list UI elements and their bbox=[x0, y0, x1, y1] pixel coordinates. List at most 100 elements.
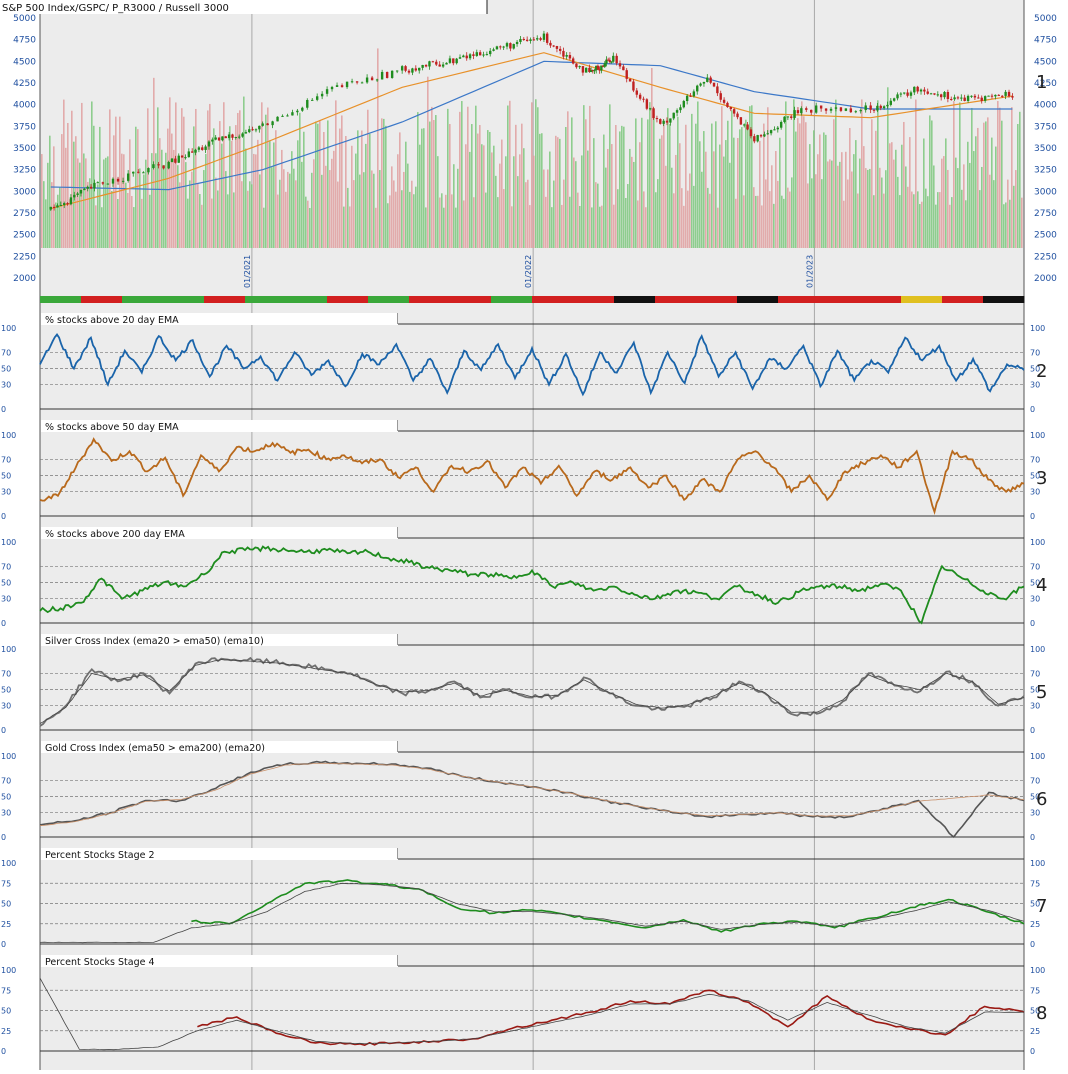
volume-bar bbox=[927, 196, 929, 248]
volume-bar bbox=[703, 131, 705, 248]
volume-bar bbox=[729, 162, 731, 248]
y-tick-label-left: 3500 bbox=[13, 144, 36, 154]
candle-body bbox=[224, 136, 227, 139]
volume-bar bbox=[733, 137, 735, 248]
y-tick-label-right: 5000 bbox=[1034, 14, 1057, 24]
y-tick-label-left: 70 bbox=[1, 455, 11, 464]
volume-bar bbox=[783, 198, 785, 248]
volume-bar bbox=[695, 123, 697, 248]
volume-bar bbox=[857, 193, 859, 248]
volume-bar bbox=[513, 156, 515, 248]
candle-body bbox=[142, 172, 145, 174]
y-tick-label-right: 50 bbox=[1030, 365, 1040, 374]
volume-bar bbox=[843, 200, 845, 248]
y-tick-label-right: 50 bbox=[1030, 579, 1040, 588]
main-title-box bbox=[0, 0, 487, 14]
volume-bar bbox=[607, 148, 609, 248]
volume-bar bbox=[355, 153, 357, 248]
volume-bar bbox=[307, 200, 309, 248]
candle-body bbox=[886, 104, 889, 107]
volume-bar bbox=[69, 199, 71, 248]
panel-title-bg bbox=[41, 741, 397, 753]
volume-bar bbox=[201, 204, 203, 248]
candle-body bbox=[983, 96, 987, 101]
volume-bar bbox=[253, 153, 255, 248]
candle-body bbox=[296, 110, 299, 113]
signal-strip-segment bbox=[573, 296, 615, 303]
volume-bar bbox=[871, 119, 873, 248]
volume-bar bbox=[411, 180, 413, 248]
volume-bar bbox=[357, 130, 359, 248]
volume-bar bbox=[565, 126, 567, 248]
volume-bar bbox=[453, 164, 455, 248]
panel-title: Percent Stocks Stage 2 bbox=[45, 850, 155, 861]
volume-bar bbox=[727, 120, 729, 248]
candle-body bbox=[79, 189, 83, 194]
y-tick-label-right: 30 bbox=[1030, 381, 1040, 390]
y-tick-label-left: 70 bbox=[1, 776, 11, 785]
volume-bar bbox=[973, 151, 975, 248]
volume-bar bbox=[739, 129, 741, 248]
candle-body bbox=[800, 108, 803, 114]
volume-bar bbox=[633, 161, 635, 248]
candle-body bbox=[756, 135, 759, 142]
volume-bar bbox=[547, 169, 549, 248]
volume-bar bbox=[169, 97, 171, 248]
y-tick-label-left: 25 bbox=[1, 920, 11, 929]
volume-bar bbox=[987, 117, 989, 248]
candle-body bbox=[355, 81, 359, 83]
volume-bar bbox=[705, 151, 707, 248]
indicator-panel: 0 0 30 30 50 50 70 70 100 100 % stocks above 50 da… bbox=[1, 420, 1047, 521]
candle-body bbox=[685, 95, 689, 102]
volume-bar bbox=[639, 142, 641, 248]
candle-body bbox=[539, 38, 542, 40]
candle-body bbox=[380, 71, 384, 80]
volume-bar bbox=[789, 191, 791, 248]
candle-body bbox=[301, 107, 304, 111]
volume-bar bbox=[313, 159, 315, 248]
candle-body bbox=[465, 55, 468, 59]
volume-bar bbox=[669, 124, 671, 248]
y-tick-label-left: 100 bbox=[1, 324, 16, 333]
volume-bar bbox=[157, 107, 159, 249]
candle-body bbox=[147, 168, 150, 173]
volume-bar bbox=[383, 118, 385, 249]
candle-body bbox=[689, 95, 692, 97]
y-tick-label-left: 0 bbox=[1, 512, 6, 521]
volume-bar bbox=[301, 161, 303, 248]
volume-bar bbox=[799, 123, 801, 248]
y-tick-label-left: 70 bbox=[1, 348, 11, 357]
volume-bar bbox=[45, 199, 47, 248]
signal-strip-segment bbox=[532, 296, 574, 303]
volume-bar bbox=[683, 205, 685, 248]
volume-bar bbox=[273, 142, 275, 248]
volume-bar bbox=[479, 125, 481, 248]
volume-bar bbox=[747, 125, 749, 248]
volume-bar bbox=[579, 205, 581, 248]
y-tick-label-left: 30 bbox=[1, 809, 11, 818]
volume-bar bbox=[697, 101, 699, 248]
moving-average-long bbox=[50, 60, 1013, 191]
volume-bar bbox=[975, 136, 977, 248]
indicator-panel: 0 0 25 25 50 50 75 75 100 100 Percent Stocks Stage… bbox=[1, 955, 1047, 1056]
candle-body bbox=[411, 68, 414, 73]
volume-bar bbox=[509, 100, 511, 248]
candle-body bbox=[512, 44, 515, 49]
volume-bar bbox=[931, 120, 933, 248]
volume-bar bbox=[109, 109, 111, 248]
volume-bar bbox=[409, 191, 411, 248]
volume-bar bbox=[653, 113, 655, 248]
signal-strip-segment bbox=[901, 296, 943, 303]
volume-bar bbox=[1007, 179, 1009, 248]
volume-bar bbox=[179, 182, 181, 248]
candle-body bbox=[555, 46, 559, 49]
candle-body bbox=[485, 54, 489, 56]
volume-bar bbox=[371, 170, 373, 248]
volume-bar bbox=[145, 159, 147, 248]
volume-bar bbox=[161, 149, 163, 248]
volume-bar bbox=[737, 137, 739, 248]
volume-bar bbox=[265, 114, 267, 249]
volume-bar bbox=[915, 99, 917, 248]
